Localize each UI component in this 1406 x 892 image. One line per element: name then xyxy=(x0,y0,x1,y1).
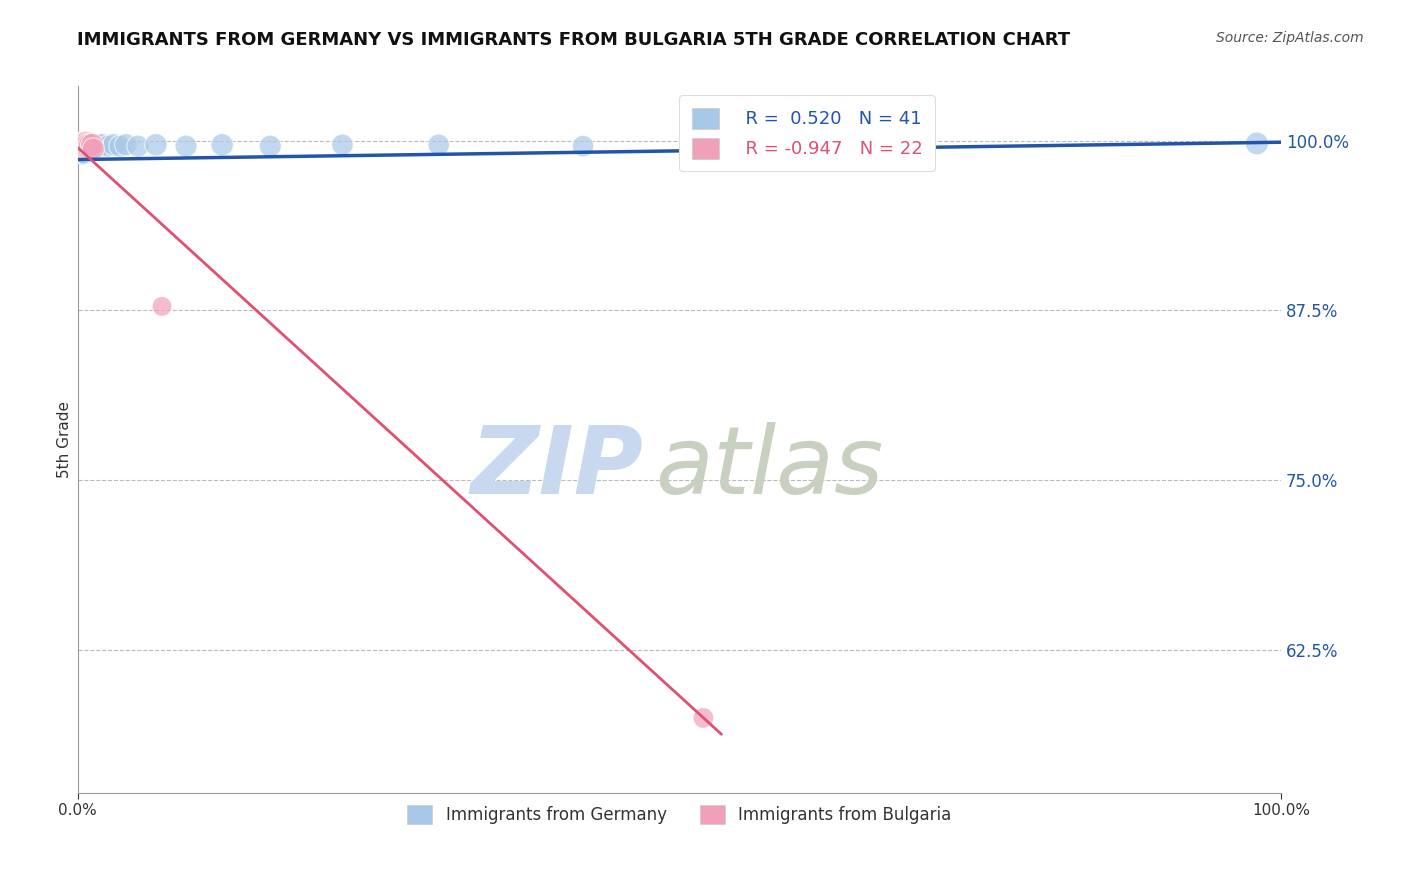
Point xyxy=(72,137,94,152)
Point xyxy=(332,137,354,152)
Point xyxy=(69,145,91,159)
Point xyxy=(89,140,111,154)
Point xyxy=(70,142,93,156)
Point xyxy=(69,137,91,152)
Point xyxy=(72,137,94,152)
Point xyxy=(174,139,197,153)
Point xyxy=(103,137,125,152)
Point xyxy=(86,137,108,152)
Point xyxy=(692,711,714,725)
Point xyxy=(75,142,97,156)
Point xyxy=(108,139,131,153)
Point xyxy=(83,140,105,154)
Point xyxy=(572,139,595,153)
Point xyxy=(115,137,138,152)
Point xyxy=(70,147,93,161)
Point xyxy=(72,143,94,157)
Text: Source: ZipAtlas.com: Source: ZipAtlas.com xyxy=(1216,31,1364,45)
Point xyxy=(67,136,90,151)
Point xyxy=(79,137,101,152)
Point xyxy=(72,148,94,162)
Point xyxy=(79,137,101,152)
Point xyxy=(259,139,281,153)
Point xyxy=(67,142,90,156)
Point xyxy=(67,136,90,151)
Point xyxy=(127,139,149,153)
Point xyxy=(97,139,120,153)
Point xyxy=(145,137,167,152)
Point xyxy=(70,142,93,156)
Point xyxy=(75,136,97,151)
Point xyxy=(77,142,100,156)
Point xyxy=(76,143,98,157)
Point xyxy=(908,137,931,152)
Point xyxy=(80,140,103,154)
Point xyxy=(69,143,91,157)
Point xyxy=(90,137,112,152)
Point xyxy=(75,142,97,156)
Point xyxy=(77,137,100,152)
Point xyxy=(76,137,98,152)
Point xyxy=(73,147,96,161)
Point xyxy=(75,136,97,151)
Point xyxy=(72,143,94,157)
Point xyxy=(80,142,103,156)
Point xyxy=(211,137,233,152)
Point xyxy=(69,139,91,153)
Legend: Immigrants from Germany, Immigrants from Bulgaria: Immigrants from Germany, Immigrants from… xyxy=(398,795,962,834)
Point xyxy=(73,143,96,157)
Text: ZIP: ZIP xyxy=(471,422,644,514)
Point xyxy=(1246,136,1268,151)
Point xyxy=(70,136,93,151)
Point xyxy=(73,136,96,151)
Point xyxy=(150,299,173,313)
Point xyxy=(73,136,96,151)
Point xyxy=(82,137,104,152)
Point xyxy=(427,137,450,152)
Point xyxy=(76,137,98,152)
Point xyxy=(73,143,96,157)
Point xyxy=(70,136,93,151)
Point xyxy=(73,142,96,156)
Point xyxy=(73,142,96,156)
Y-axis label: 5th Grade: 5th Grade xyxy=(58,401,72,478)
Point xyxy=(73,137,96,152)
Text: atlas: atlas xyxy=(655,422,883,513)
Point xyxy=(82,142,104,156)
Text: IMMIGRANTS FROM GERMANY VS IMMIGRANTS FROM BULGARIA 5TH GRADE CORRELATION CHART: IMMIGRANTS FROM GERMANY VS IMMIGRANTS FR… xyxy=(77,31,1070,49)
Point xyxy=(82,137,104,152)
Point xyxy=(67,143,90,157)
Point xyxy=(73,137,96,152)
